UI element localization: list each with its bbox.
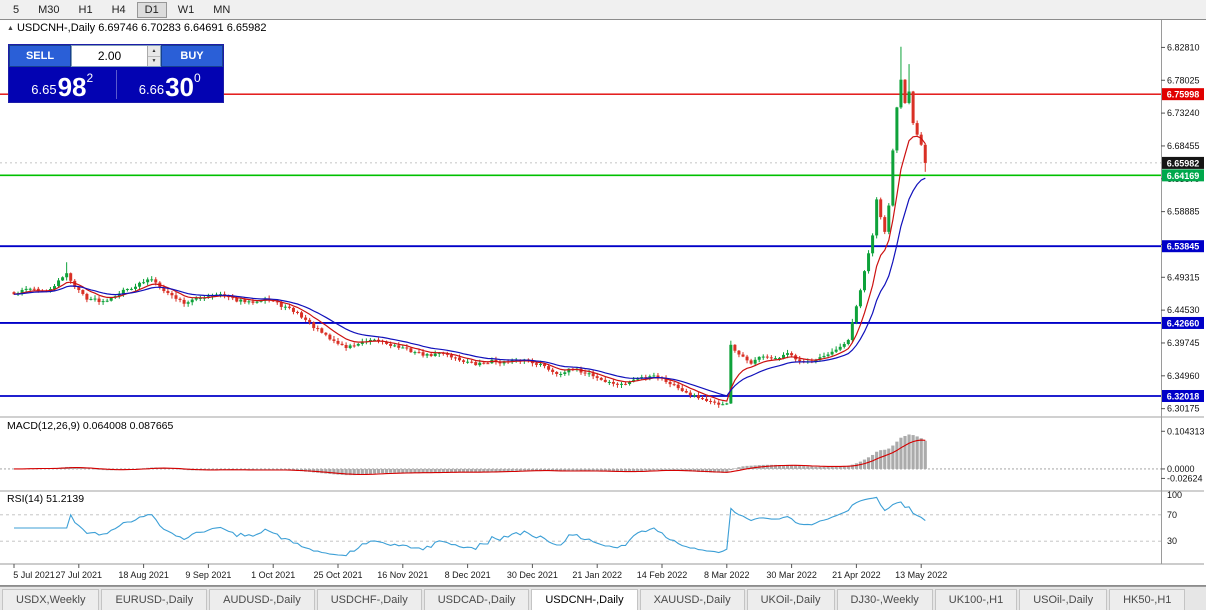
chart-tab-audusd-daily[interactable]: AUDUSD-,Daily	[209, 589, 315, 610]
sell-price-main: 98	[57, 71, 87, 102]
price-level-chip	[1162, 88, 1204, 101]
volume-value[interactable]: 2.00	[97, 49, 122, 63]
date-label: 27 Jul 2021	[56, 570, 103, 580]
chart-tab-usoil-daily[interactable]: USOil-,Daily	[1019, 589, 1108, 610]
timeframe-toolbar: 5 M30 H1 H4 D1 W1 MN	[0, 0, 1206, 19]
chart-symbol-period: USDCNH-,Daily	[16, 22, 96, 34]
date-label: 5 Jul 2021	[13, 570, 55, 580]
chart-tab-usdcad-daily[interactable]: USDCAD-,Daily	[423, 589, 530, 610]
sell-price[interactable]: 6.65 98 2	[9, 67, 116, 102]
date-label: 21 Apr 2022	[832, 570, 881, 580]
rsi-scale-label: 70	[1167, 510, 1177, 520]
chart-tab-uk100-h1[interactable]: UK100-,H1	[934, 589, 1018, 610]
timeframe-button-5[interactable]: 5	[13, 3, 20, 16]
date-label: 9 Sep 2021	[185, 570, 231, 580]
buy-button[interactable]: BUY	[161, 45, 223, 67]
price-tick-label: 6.39745	[1167, 338, 1200, 348]
price-level-chip	[1162, 169, 1204, 182]
date-label: 1 Oct 2021	[251, 570, 295, 580]
rsi-scale-label: 100	[1167, 490, 1182, 500]
date-label: 16 Nov 2021	[377, 570, 428, 580]
timeframe-button-h4[interactable]: H4	[111, 3, 126, 16]
date-label: 8 Mar 2022	[704, 570, 750, 580]
chart-tab-usdchf-daily[interactable]: USDCHF-,Daily	[316, 589, 422, 610]
ma-fast-line	[13, 135, 926, 402]
macd-scale-label: 0.104313	[1167, 426, 1204, 436]
chart-tabs-bar: USDX,Weekly EURUSD-,Daily AUDUSD-,Daily USD…	[0, 586, 1206, 610]
date-axis[interactable]: 5 Jul 2021 27 Jul 2021 18 Aug 2021 9 Sep 20…	[13, 564, 947, 580]
chart-header: ▲ USDCNH-,Daily 6.69746 6.70283 6.64691 6…	[7, 22, 266, 34]
price-divider	[115, 70, 117, 99]
price-tick-label: 6.49315	[1167, 272, 1200, 282]
rsi-pane: 100 70 30	[0, 490, 1182, 557]
price-chart-canvas[interactable]: 6.828106.780256.732406.684556.636706.588…	[0, 20, 1204, 585]
rsi-line	[14, 496, 926, 557]
chart-tab-eurusd-daily[interactable]: EURUSD-,Daily	[101, 589, 208, 610]
price-tick-label: 6.30175	[1167, 404, 1200, 414]
price-level-chip-label: 6.32018	[1167, 391, 1200, 401]
price-level-chip-label: 6.65982	[1167, 158, 1200, 168]
date-label: 13 May 2022	[895, 570, 947, 580]
price-axis[interactable]: 6.828106.780256.732406.684556.636706.588…	[1161, 20, 1204, 564]
macd-signal-line	[14, 439, 926, 476]
volume-increase-button[interactable]: ▲	[148, 46, 160, 57]
price-tick-label: 6.73240	[1167, 108, 1200, 118]
buy-price-sup: 0	[194, 71, 201, 85]
subwindow-collapse-icon[interactable]: ▲	[7, 25, 14, 32]
date-label: 25 Oct 2021	[313, 570, 362, 580]
chart-area: 6.828106.780256.732406.684556.636706.588…	[0, 19, 1206, 586]
price-tick-label: 6.82810	[1167, 42, 1200, 52]
date-label: 30 Dec 2021	[507, 570, 558, 580]
volume-spinner: ▲ ▼	[147, 46, 160, 66]
price-level-chip	[1162, 389, 1204, 402]
chart-tab-usdx-weekly[interactable]: USDX,Weekly	[2, 589, 100, 610]
price-level-chip-label: 6.64169	[1167, 171, 1200, 181]
sell-button[interactable]: SELL	[9, 45, 71, 67]
price-level-chip-label: 6.75998	[1167, 90, 1200, 100]
price-level-chip	[1162, 316, 1204, 329]
price-tick-label: 6.44530	[1167, 305, 1200, 315]
date-label: 18 Aug 2021	[118, 570, 169, 580]
chart-tab-xauusd-daily[interactable]: XAUUSD-,Daily	[639, 589, 745, 610]
chart-tab-usdcnh-daily[interactable]: USDCNH-,Daily	[531, 589, 638, 610]
chart-ohlc-values: 6.69746 6.70283 6.64691 6.65982	[98, 22, 267, 34]
timeframe-button-d1[interactable]: D1	[136, 1, 167, 18]
buy-price-head: 6.66	[138, 82, 165, 97]
price-level-chip	[1162, 156, 1204, 169]
price-level-chip	[1162, 240, 1204, 253]
price-tick-label: 6.78025	[1167, 75, 1200, 85]
chart-tab-ukoil-daily[interactable]: UKOil-,Daily	[746, 589, 835, 610]
macd-indicator-label: MACD(12,26,9) 0.064008 0.087665	[7, 420, 174, 432]
timeframe-button-w1[interactable]: W1	[177, 3, 195, 16]
macd-pane: 0.104313 0.0000-0.02624	[0, 426, 1204, 483]
sell-price-head: 6.65	[31, 82, 57, 97]
price-level-chip-label: 6.42660	[1167, 318, 1200, 328]
macd-scale-label: 0.0000	[1167, 464, 1195, 474]
date-label: 8 Dec 2021	[445, 570, 491, 580]
timeframe-button-m30[interactable]: M30	[38, 3, 60, 16]
timeframe-button-h1[interactable]: H1	[78, 3, 93, 16]
chart-tab-hk50-h1[interactable]: HK50-,H1	[1109, 589, 1186, 610]
date-label: 14 Feb 2022	[637, 570, 688, 580]
price-tick-label: 6.68455	[1167, 141, 1200, 151]
price-tick-label: 6.34960	[1167, 371, 1200, 381]
price-level-chip-label: 6.53845	[1167, 242, 1200, 252]
buy-price-main: 30	[165, 71, 195, 102]
chart-tab-dj30-weekly[interactable]: DJ30-,Weekly	[836, 589, 933, 610]
sell-price-sup: 2	[86, 71, 94, 85]
volume-field[interactable]: 2.00 ▲ ▼	[71, 45, 161, 67]
rsi-scale-label: 30	[1167, 536, 1177, 546]
date-label: 21 Jan 2022	[572, 570, 622, 580]
buy-price[interactable]: 6.66 30 0	[117, 67, 224, 102]
ma-slow-line	[13, 177, 926, 397]
price-tick-label: 6.58885	[1167, 207, 1200, 217]
horizontal-level-lines	[0, 93, 1161, 397]
rsi-indicator-label: RSI(14) 51.2139	[7, 493, 85, 505]
one-click-trading-panel: SELL 2.00 ▲ ▼ BUY 6.65 98 2 6.66 30 0	[8, 44, 224, 103]
volume-decrease-button[interactable]: ▼	[148, 56, 160, 66]
timeframe-button-mn[interactable]: MN	[213, 3, 231, 16]
date-label: 30 Mar 2022	[766, 570, 817, 580]
macd-scale-label: -0.02624	[1167, 473, 1203, 483]
